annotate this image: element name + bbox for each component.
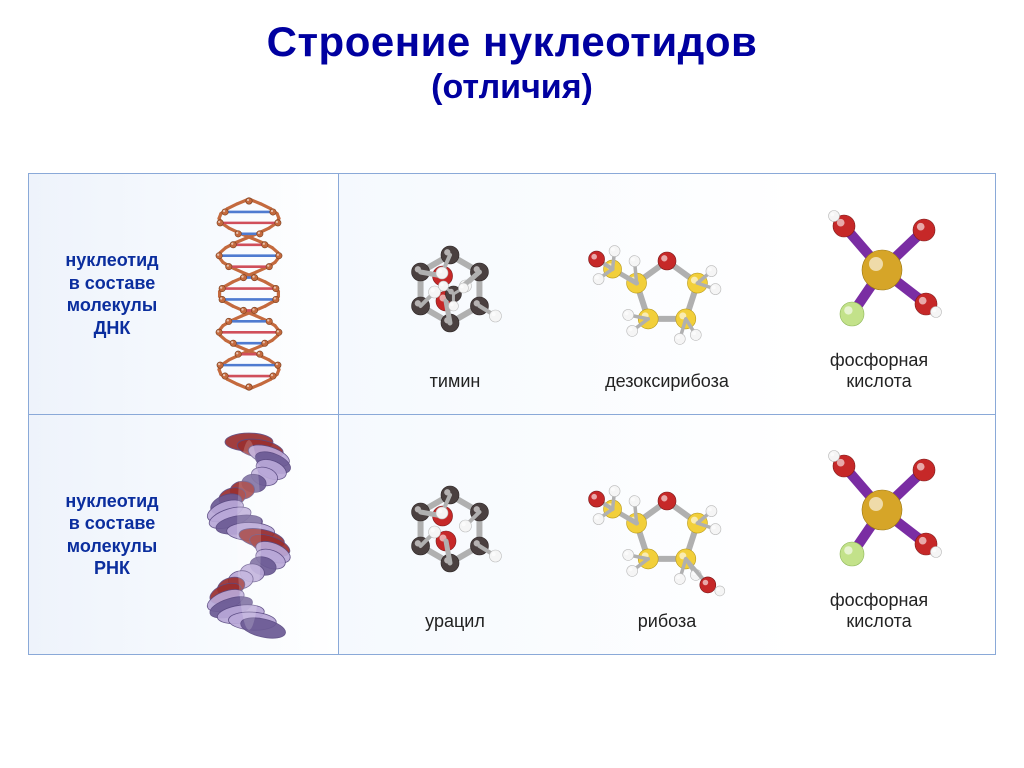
row-label-text: нуклеотидв составемолекулы РНК [47,490,177,580]
phosphate-icon [794,430,964,580]
ring_base_uracil-icon [370,451,540,601]
molecules-cell: урацил рибоза фосфорнаякислота [339,415,995,654]
row-label-text: нуклеотидв составемолекулы ДНК [47,249,177,339]
molecule-label: рибоза [638,611,696,632]
table-row: нуклеотидв составемолекулы ДНК тимин дезо… [29,174,995,414]
title-block: Строение нуклеотидов (отличия) [0,0,1024,137]
molecule-phosphate: фосфорнаякислота [779,190,979,392]
molecule-ring_base_thymine: тимин [355,211,555,392]
ring_base_thymine-icon [370,211,540,361]
molecule-label: фосфорнаякислота [830,590,928,632]
molecule-label: тимин [430,371,481,392]
molecule-sugar_ribose: рибоза [567,451,767,632]
rna-helix-icon [189,430,309,640]
row-label-cell: нуклеотидв составемолекулы ДНК [29,174,339,414]
sugar_deoxyribose-icon [582,211,752,361]
molecule-ring_base_uracil: урацил [355,451,555,632]
sugar_ribose-icon [582,451,752,601]
dna-helix-icon [189,189,309,399]
phosphate-icon [794,190,964,340]
molecule-label: дезоксирибоза [605,371,729,392]
molecule-sugar_deoxyribose: дезоксирибоза [567,211,767,392]
molecules-cell: тимин дезоксирибоза фосфорнаякислота [339,174,995,414]
table-row: нуклеотидв составемолекулы РНК урацил риб… [29,414,995,654]
molecule-label: урацил [425,611,485,632]
comparison-table: нуклеотидв составемолекулы ДНК тимин дезо… [28,173,996,655]
page-title: Строение нуклеотидов [0,18,1024,66]
molecule-label: фосфорнаякислота [830,350,928,392]
molecule-phosphate: фосфорнаякислота [779,430,979,632]
page-subtitle: (отличия) [0,68,1024,107]
row-label-cell: нуклеотидв составемолекулы РНК [29,415,339,654]
